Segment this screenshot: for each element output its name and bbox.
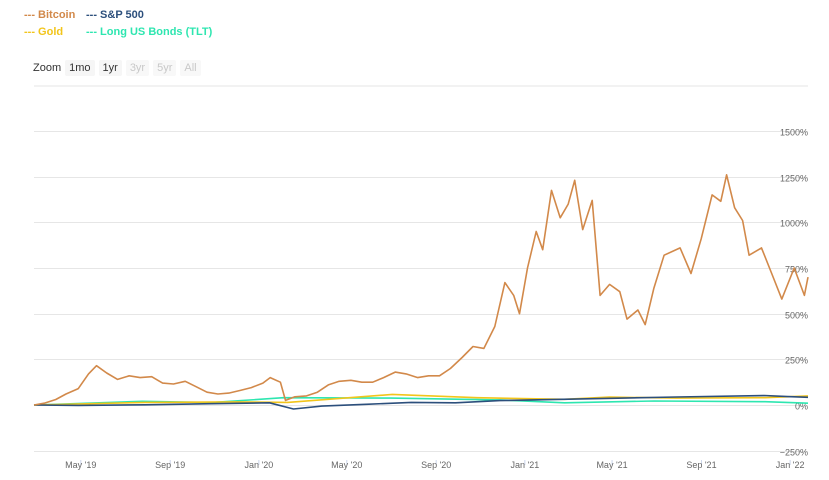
y-tick-label: 1250%	[780, 174, 808, 184]
y-tick-label: −250%	[780, 448, 808, 458]
x-tick-label: Jan '21	[510, 460, 539, 470]
y-tick-label: 0%	[795, 402, 808, 412]
zoom-label: Zoom	[33, 62, 62, 74]
x-tick-label: Sep '20	[421, 460, 451, 470]
x-tick-label: Jan '20	[244, 460, 273, 470]
y-tick-label: 1500%	[780, 128, 808, 138]
x-tick-label: May '19	[65, 460, 96, 470]
x-tick-label: May '20	[331, 460, 362, 470]
zoom-all-button: All	[180, 60, 201, 76]
zoom-1mo-button[interactable]: 1mo	[65, 60, 95, 76]
zoom-1yr-button[interactable]: 1yr	[98, 60, 122, 76]
x-tick-label: Sep '19	[155, 460, 185, 470]
y-tick-label: 1000%	[780, 219, 808, 229]
y-tick-label: 250%	[785, 356, 808, 366]
x-tick-label: Jan '22	[776, 460, 805, 470]
zoom-5yr-button: 5yr	[153, 60, 177, 76]
series-line-s-p-500	[33, 394, 809, 410]
x-tick-label: May '21	[596, 460, 627, 470]
legend-item-tlt[interactable]: --- Long US Bonds (TLT)	[86, 26, 213, 38]
zoom-3yr-button: 3yr	[125, 60, 150, 76]
series-line-gold	[33, 393, 809, 406]
x-tick-label: Sep '21	[686, 460, 716, 470]
legend-item-bitcoin[interactable]: --- Bitcoin	[24, 9, 76, 21]
y-tick-label: 750%	[785, 265, 808, 275]
legend-item-gold[interactable]: --- Gold	[24, 26, 64, 38]
y-tick-label: 500%	[785, 311, 808, 321]
chart-legend: --- Bitcoin --- S&P 500 --- Gold --- Lon…	[24, 9, 212, 39]
series-line-bitcoin	[33, 174, 809, 406]
zoom-controls: Zoom 1mo 1yr 3yr 5yr All	[33, 60, 205, 76]
legend-item-sp500[interactable]: --- S&P 500	[86, 9, 144, 21]
